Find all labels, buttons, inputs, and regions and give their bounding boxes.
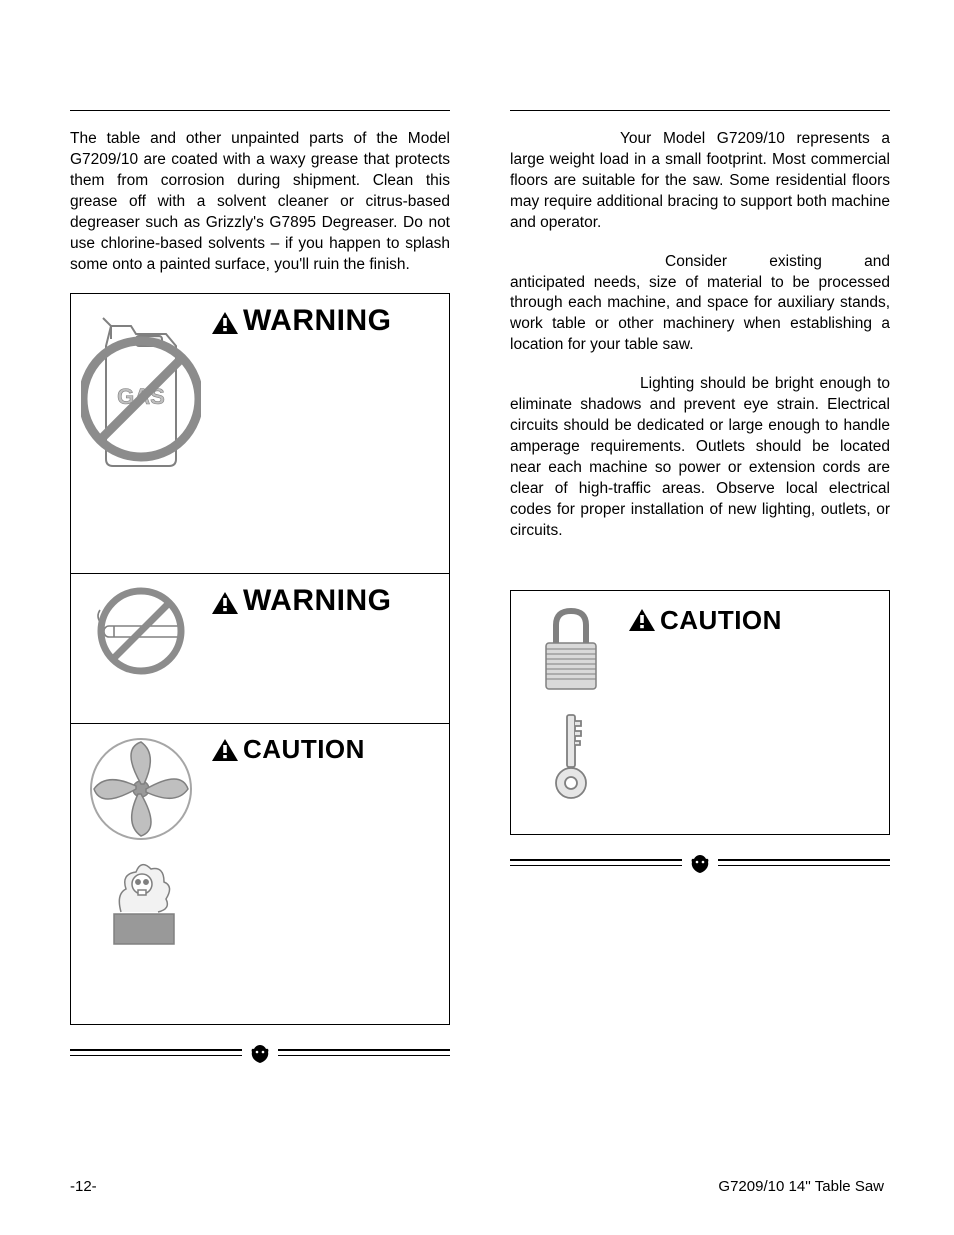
alert-triangle-icon <box>628 608 656 632</box>
warning-label: WARNING <box>243 584 392 618</box>
warning-header: WARNING <box>211 304 439 338</box>
lighting-outlets-paragraph: Lighting should be bright enough to elim… <box>510 374 890 541</box>
working-clearances-paragraph: Consider existing and anticipated needs,… <box>510 252 890 357</box>
warn-icon-cell: GAS <box>81 304 201 563</box>
caution-label: CAUTION <box>243 734 365 765</box>
page: The table and other unpainted parts of t… <box>0 0 954 1235</box>
page-number: -12- <box>70 1178 97 1195</box>
warning-box-smoking: WARNING <box>71 574 449 724</box>
floor-load-paragraph: Your Model G7209/10 represents a large w… <box>510 129 890 234</box>
left-rule <box>70 110 450 111</box>
sep-emblem <box>682 849 718 879</box>
warn-text-cell: CAUTION <box>211 734 439 1014</box>
warning-header: WARNING <box>211 584 439 618</box>
cleanup-paragraph: The table and other unpainted parts of t… <box>70 129 450 275</box>
alert-triangle-icon <box>211 738 239 762</box>
fan-icon <box>86 734 196 844</box>
page-footer: -12- G7209/10 14'' Table Saw <box>70 1178 884 1195</box>
warn-icon-cell <box>81 734 201 1014</box>
alert-triangle-icon <box>211 589 239 613</box>
caution-header: CAUTION <box>628 605 877 636</box>
caution-text-cell: CAUTION <box>628 605 877 820</box>
caution-box-ventilation: CAUTION <box>71 724 449 1024</box>
warn-text-cell: WARNING <box>211 584 439 713</box>
warn-icon-cell <box>81 584 201 713</box>
caution-label: CAUTION <box>660 605 782 636</box>
spacer <box>510 560 890 590</box>
toxic-fumes-icon <box>86 844 196 949</box>
two-column-layout: The table and other unpainted parts of t… <box>70 110 884 1150</box>
warning-stack: GAS WARNING <box>70 293 450 1025</box>
doc-title: G7209/10 14'' Table Saw <box>718 1178 884 1195</box>
warning-box-gasoline: GAS WARNING <box>71 294 449 574</box>
sep-emblem <box>242 1039 278 1069</box>
left-column: The table and other unpainted parts of t… <box>70 110 450 1150</box>
alert-triangle-icon <box>211 309 239 333</box>
bear-icon <box>688 852 712 876</box>
no-gasoline-icon: GAS <box>81 304 201 484</box>
section-separator <box>510 849 890 879</box>
right-column: Your Model G7209/10 represents a large w… <box>510 110 890 1150</box>
key-icon <box>554 713 588 803</box>
caution-icon-cell <box>523 605 618 820</box>
warn-text-cell: WARNING <box>211 304 439 563</box>
padlock-icon <box>536 605 606 695</box>
warning-label: WARNING <box>243 304 392 338</box>
right-rule <box>510 110 890 111</box>
no-smoking-icon <box>86 584 196 679</box>
caution-box-safety: CAUTION <box>510 590 890 835</box>
caution-header: CAUTION <box>211 734 439 765</box>
bear-icon <box>248 1042 272 1066</box>
section-separator <box>70 1039 450 1069</box>
